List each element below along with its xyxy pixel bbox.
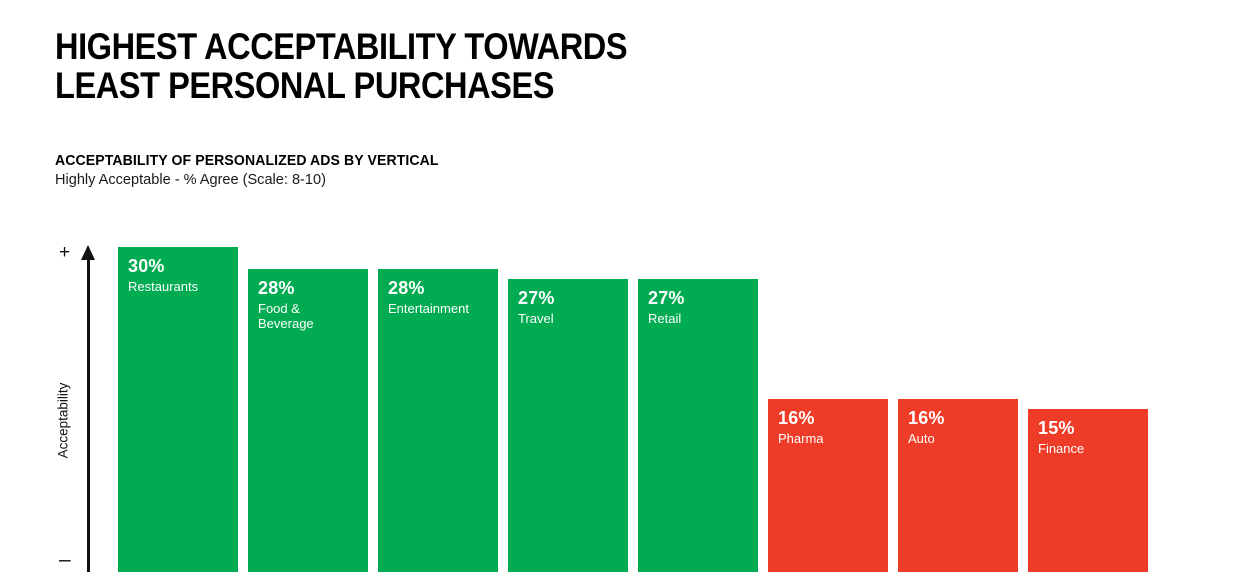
chart-bar-retail: 27% Retail (638, 279, 758, 572)
bar-category-label: Finance (1038, 441, 1085, 456)
y-axis-minus-label: – (59, 548, 71, 571)
bar-category-label: Auto (908, 431, 935, 446)
y-axis-line (87, 257, 90, 572)
chart-bar-food-beverage: 28% Food & Beverage (248, 269, 368, 572)
bar-value-label: 16% (778, 408, 815, 428)
bar-value-label: 30% (128, 256, 165, 276)
bar-value-label: 28% (258, 278, 295, 298)
bar-category-label: Restaurants (128, 279, 199, 294)
y-axis-label: Acceptability (55, 382, 71, 459)
chart-bar-entertainment: 28% Entertainment (378, 269, 498, 572)
y-axis-arrow-icon (81, 245, 95, 260)
page-title-line-1: HIGHEST ACCEPTABILITY TOWARDS (55, 26, 628, 67)
bar-category-label: Entertainment (388, 301, 469, 316)
bar-category-label: Pharma (778, 431, 824, 446)
chart-bar-travel: 27% Travel (508, 279, 628, 572)
bar-value-label: 28% (388, 278, 425, 298)
bar-category-label: Retail (648, 311, 682, 326)
bar-category-label: Travel (518, 311, 554, 326)
page-title-line-2: LEAST PERSONAL PURCHASES (55, 65, 555, 106)
bar-value-label: 27% (518, 288, 555, 308)
bar-chart: 30% Restaurants 28% Food & Beverage 28% … (118, 247, 1148, 572)
chart-subtitle: ACCEPTABILITY OF PERSONALIZED ADS BY VER… (55, 153, 439, 169)
bar-value-label: 16% (908, 408, 945, 428)
y-axis-plus-label: + (59, 242, 71, 263)
chart-bar-restaurants: 30% Restaurants (118, 247, 238, 572)
chart-bar-pharma: 16% Pharma (768, 399, 888, 572)
chart-caption: Highly Acceptable - % Agree (Scale: 8-10… (55, 171, 326, 188)
page-title: HIGHEST ACCEPTABILITY TOWARDS LEAST PERS… (55, 26, 628, 106)
bar-category-label: Food & Beverage (258, 301, 314, 332)
bar-value-label: 27% (648, 288, 685, 308)
bar-value-label: 15% (1038, 418, 1075, 438)
chart-bar-finance: 15% Finance (1028, 409, 1148, 572)
chart-bar-auto: 16% Auto (898, 399, 1018, 572)
